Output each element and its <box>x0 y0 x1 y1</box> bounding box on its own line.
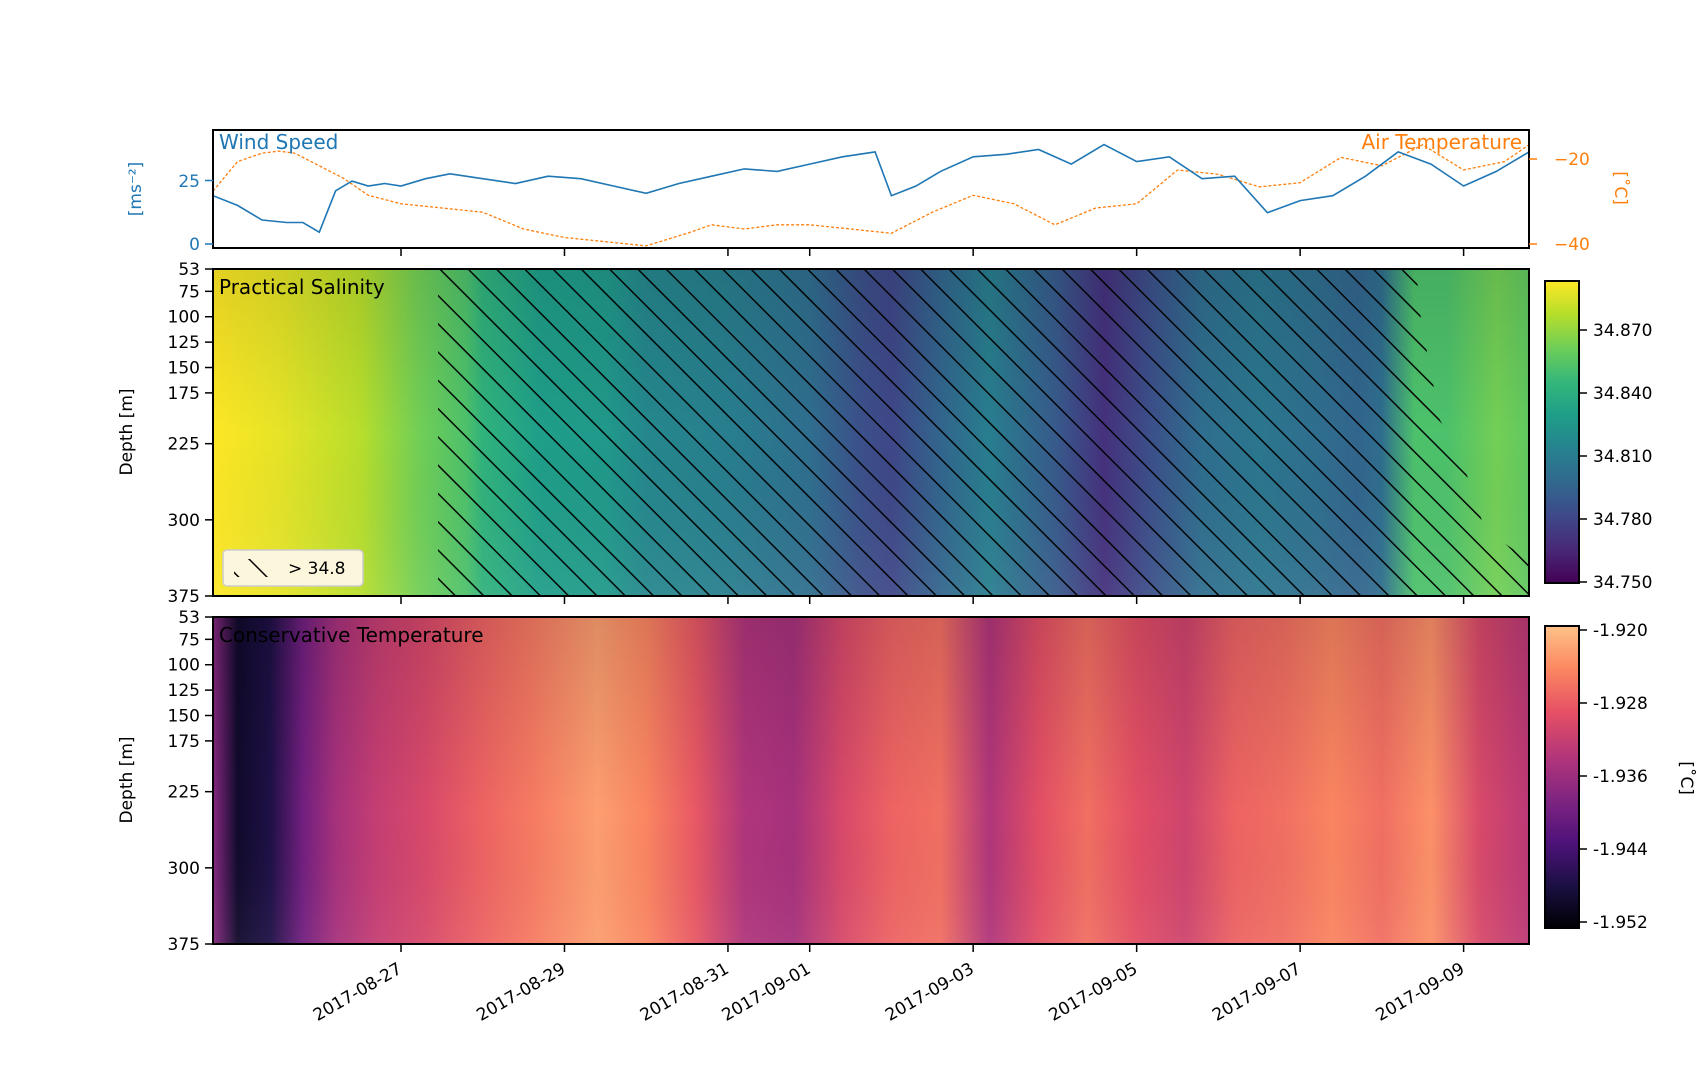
date-tick-label: 2017-09-03 <box>882 959 978 1026</box>
salinity-colorbar: 34.870 34.840 34.810 34.780 34.750 <box>1544 280 1652 593</box>
colorbar-tick-label: -1.944 <box>1593 840 1648 860</box>
depth-tick-label: 100 <box>168 308 200 328</box>
air-temperature-line <box>213 144 1529 247</box>
date-tick-label: 2017-09-01 <box>719 959 815 1026</box>
colorbar-tick-label: 34.750 <box>1593 573 1652 593</box>
depth-tick-label: 225 <box>168 435 200 455</box>
salinity-legend-label: > 34.8 <box>288 559 346 579</box>
wind-air-panel: Wind Speed Air Temperature 25 0 [ms⁻²] −… <box>126 129 1631 255</box>
depth-tick-label: 53 <box>178 260 200 280</box>
wind-tick-0: 0 <box>189 235 200 255</box>
colorbar-tick-label: 34.870 <box>1593 321 1652 341</box>
depth-tick-label: 175 <box>168 384 200 404</box>
depth-tick-label: 100 <box>168 656 200 676</box>
temperature-colorbar-label: [˚C] <box>1676 761 1697 795</box>
salinity-legend-swatch <box>234 559 270 577</box>
left-y-ticks: 25 0 <box>178 172 213 255</box>
depth-tick-label: 150 <box>168 359 200 379</box>
temperature-panel-frame <box>212 616 1530 945</box>
wind-speed-line <box>213 143 1529 234</box>
air-temperature-title: Air Temperature <box>1361 130 1522 154</box>
wind-speed-title: Wind Speed <box>219 130 338 154</box>
colorbar-tick-label: 34.840 <box>1593 384 1652 404</box>
date-tick-label: 2017-09-09 <box>1373 959 1469 1026</box>
air-ylabel: [˚C] <box>1610 171 1631 205</box>
depth-tick-label: 125 <box>168 333 200 353</box>
salinity-colorbar-ticks: 34.870 34.840 34.810 34.780 34.750 <box>1579 321 1652 593</box>
depth-tick-label: 150 <box>168 707 200 727</box>
depth-tick-label: 375 <box>168 587 200 607</box>
date-tick-label: 2017-08-31 <box>637 959 733 1026</box>
depth-tick-label: 75 <box>178 630 200 650</box>
depth-tick-label: 300 <box>168 859 200 879</box>
date-tick-label: 2017-09-07 <box>1209 959 1305 1026</box>
date-tick-label: 2017-08-27 <box>310 959 406 1026</box>
colorbar-tick-label: 34.810 <box>1593 447 1652 467</box>
salinity-legend: > 34.8 <box>222 549 364 587</box>
depth-tick-label: 175 <box>168 732 200 752</box>
temperature-title: Conservative Temperature <box>219 623 484 647</box>
salinity-title: Practical Salinity <box>219 275 385 299</box>
salinity-panel-frame <box>212 268 1530 597</box>
temperature-colorbar-ticks: -1.920 -1.928 -1.936 -1.944 -1.952 <box>1579 621 1648 933</box>
top-panel-frame <box>212 129 1530 249</box>
temperature-colorbar-bar <box>1544 625 1580 929</box>
temperature-ylabel: Depth [m] <box>117 736 137 823</box>
depth-tick-label: 375 <box>168 935 200 955</box>
colorbar-tick-label: -1.952 <box>1593 913 1648 933</box>
salinity-ylabel: Depth [m] <box>117 388 137 475</box>
salinity-colorbar-bar <box>1544 280 1580 584</box>
colorbar-tick-label: -1.936 <box>1593 767 1648 787</box>
right-y-ticks: −20 −40 <box>1529 150 1590 255</box>
depth-tick-label: 300 <box>168 511 200 531</box>
colorbar-tick-label: 34.780 <box>1593 510 1652 530</box>
colorbar-tick-label: -1.928 <box>1593 694 1648 714</box>
salinity-hatch-region <box>438 269 1529 596</box>
depth-tick-label: 125 <box>168 681 200 701</box>
air-tick-minus40: −40 <box>1554 235 1590 255</box>
wind-tick-25: 25 <box>178 172 200 192</box>
air-tick-minus20: −20 <box>1554 150 1590 170</box>
depth-tick-label: 53 <box>178 608 200 628</box>
date-tick-label: 2017-09-05 <box>1046 959 1142 1026</box>
depth-tick-label: 75 <box>178 282 200 302</box>
colorbar-tick-label: -1.920 <box>1593 621 1648 641</box>
temperature-depth-shading <box>213 617 1529 944</box>
depth-tick-label: 225 <box>168 783 200 803</box>
date-tick-label: 2017-08-29 <box>473 959 569 1026</box>
wind-ylabel: [ms⁻²] <box>126 162 146 216</box>
temperature-colorbar: -1.920 -1.928 -1.936 -1.944 -1.952 [˚C] <box>1544 621 1697 933</box>
